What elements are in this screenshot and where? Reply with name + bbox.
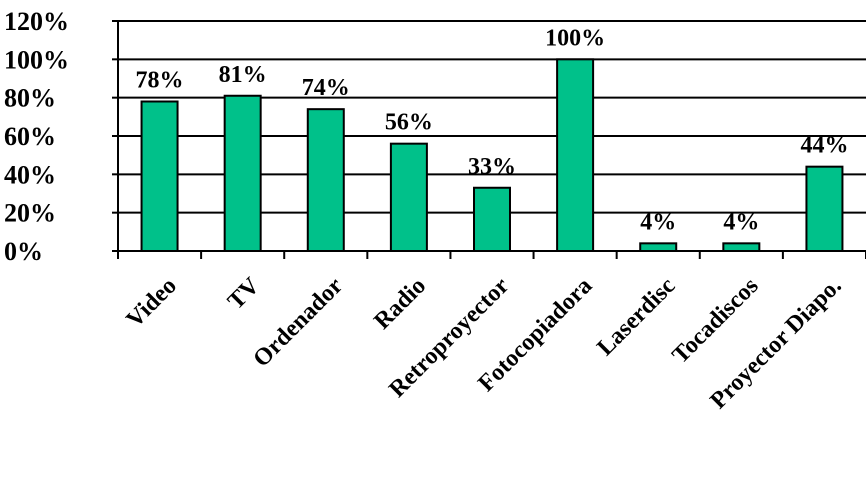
- data-labels: 78% 81% 74% 56% 33% 100% 4% 4% 44%: [136, 25, 849, 235]
- data-label: 74%: [302, 75, 350, 101]
- bar: [223, 94, 262, 252]
- y-tick-label: 80%: [4, 84, 56, 113]
- data-label: 4%: [723, 209, 759, 235]
- category-label: Ordenador: [249, 273, 349, 373]
- data-label: 100%: [545, 25, 605, 51]
- y-tick-label: 100%: [4, 45, 69, 74]
- y-tick-label: 20%: [4, 199, 56, 228]
- y-tick-labels: 0% 20% 40% 60% 80% 100% 120%: [4, 7, 69, 266]
- category-label: Laserdisc: [592, 273, 680, 361]
- bar: [473, 186, 511, 252]
- data-label: 4%: [640, 209, 676, 235]
- data-label: 33%: [468, 154, 516, 180]
- bar: [389, 142, 428, 253]
- y-tick-label: 120%: [4, 7, 69, 36]
- category-label: TV: [223, 272, 265, 314]
- data-label: 78%: [136, 68, 184, 94]
- bar: [722, 242, 761, 252]
- data-label: 56%: [385, 110, 433, 136]
- bars: [140, 58, 844, 253]
- bar: [556, 58, 595, 253]
- data-label: 44%: [800, 133, 848, 159]
- y-tick-label: 40%: [4, 160, 56, 189]
- bar: [140, 100, 179, 252]
- y-tick-label: 0%: [4, 237, 43, 266]
- bar: [306, 108, 345, 252]
- category-label: Radio: [369, 273, 431, 335]
- bar: [639, 242, 678, 252]
- category-label: Video: [122, 273, 182, 333]
- y-tick-label: 60%: [4, 122, 56, 151]
- data-label: 81%: [219, 62, 267, 88]
- bar: [805, 165, 844, 253]
- axes: [112, 20, 866, 259]
